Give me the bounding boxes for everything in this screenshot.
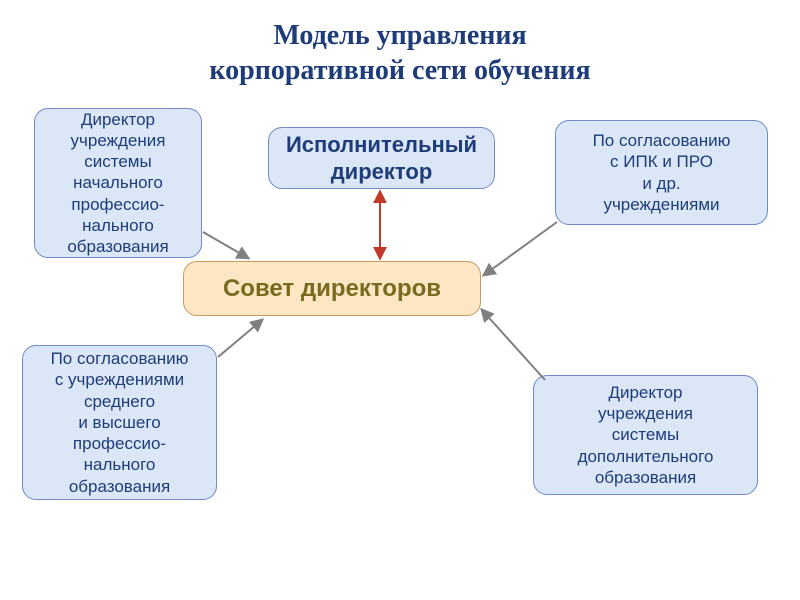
node-label: По согласованию с учреждениями среднего … [51,348,189,497]
diagram-title: Модель управления корпоративной сети обу… [0,0,800,88]
arrow-bl-center [218,320,262,357]
node-bottom-left: По согласованию с учреждениями среднего … [22,345,217,500]
arrow-tr-center [484,222,557,275]
node-label: Совет директоров [223,274,441,304]
title-line-2: корпоративной сети обучения [209,55,590,86]
node-label: Директор учреждения системы дополнительн… [578,382,714,488]
node-top-right: По согласованию с ИПК и ПРО и др. учрежд… [555,120,768,225]
arrow-br-center [482,310,545,380]
title-line-1: Модель управления [273,20,526,51]
node-bottom-right: Директор учреждения системы дополнительн… [533,375,758,495]
node-top-left: Директор учреждения системы начального п… [34,108,202,258]
node-label: Директор учреждения системы начального п… [67,109,168,258]
node-board-of-directors: Совет директоров [183,261,481,316]
arrow-tl-center [203,232,248,258]
node-label: Исполнительный директор [286,131,477,186]
node-label: По согласованию с ИПК и ПРО и др. учрежд… [593,130,731,215]
node-executive-director: Исполнительный директор [268,127,495,189]
